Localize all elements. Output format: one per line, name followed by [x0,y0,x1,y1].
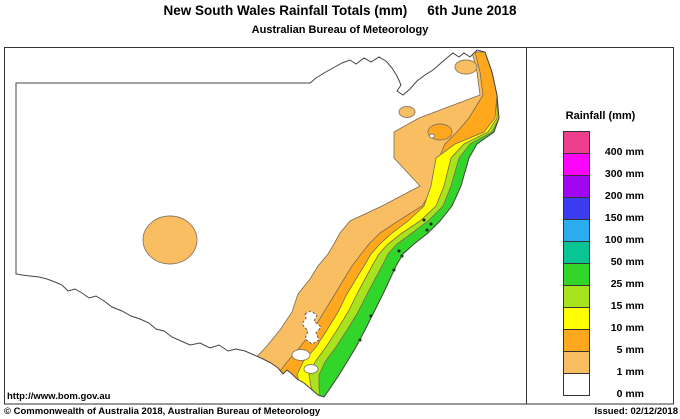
legend-swatch-25-mm [563,263,590,286]
dry-dot-inner [429,133,435,139]
legend-label-400-mm: 400 mm [604,146,644,158]
page-title-date: 6th June 2018 [427,3,517,18]
coastal-mark-2 [425,228,429,232]
legend-label-0-mm: 0 mm [616,388,644,400]
legend-color-scale [563,131,590,396]
page-title-main: New South Wales Rainfall Totals (mm) [163,3,408,18]
legend-swatch-10-mm [563,307,590,330]
act-border-outline [301,310,322,345]
coastal-mark-0 [422,218,426,222]
legend-swatch-15-mm [563,285,590,308]
legend-label-15-mm: 15 mm [610,300,644,312]
legend-label-50-mm: 50 mm [610,256,644,268]
legend-swatch-50-mm [563,241,590,264]
legend-swatch-400-mm [563,131,590,154]
issued-date: Issued: 02/12/2018 [594,406,678,417]
legend-label-200-mm: 200 mm [604,190,644,202]
rain-blob-north-border [454,59,478,75]
page-subtitle: Australian Bureau of Meteorology [251,24,429,36]
legend-swatch-200-mm [563,175,590,198]
legend-label-1-mm: 1 mm [616,366,644,378]
dry-hole-south-1 [291,349,311,361]
legend-swatch-150-mm [563,197,590,220]
page-title: New South Wales Rainfall Totals (mm) 6th… [0,3,680,18]
legend-label-5-mm: 5 mm [616,344,644,356]
isolated-rain-blob-west [142,215,198,265]
map-frame [4,47,674,405]
legend-title: Rainfall (mm) [565,110,636,122]
legend-swatch-100-mm [563,219,590,242]
legend-label-300-mm: 300 mm [604,168,644,180]
rain-blob-northeast-small [398,106,416,118]
legend-label-100-mm: 100 mm [604,234,644,246]
legend-swatch-300-mm [563,153,590,176]
dry-hole-south-2 [303,364,319,374]
legend-label-150-mm: 150 mm [604,212,644,224]
legend-swatch-1-mm [563,351,590,374]
bom-url: http://www.bom.gov.au [7,391,111,402]
nsw-state-outline [15,49,500,398]
copyright-text: © Commonwealth of Australia 2018, Austra… [4,406,321,417]
legend-label-25-mm: 25 mm [610,278,644,290]
legend-swatch-0-mm [563,373,590,396]
coastal-mark-1 [429,222,433,226]
legend-label-10-mm: 10 mm [610,322,644,334]
coastal-mark-3 [397,249,401,253]
legend-swatch-5-mm [563,329,590,352]
rain-band-1mm [238,51,499,397]
